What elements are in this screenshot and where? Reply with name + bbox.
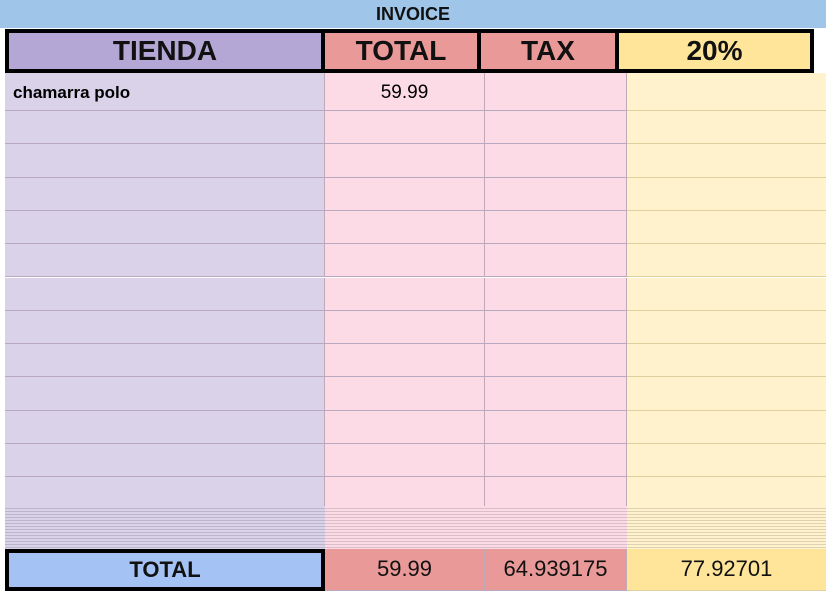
stripe-cell: [5, 506, 325, 549]
cell[interactable]: [5, 377, 325, 411]
cell[interactable]: [325, 377, 485, 411]
hidden-rows: [5, 506, 826, 549]
cell[interactable]: [5, 344, 325, 378]
totals-label[interactable]: TOTAL: [5, 549, 325, 591]
cell[interactable]: [325, 477, 485, 508]
table-row: [5, 410, 826, 444]
cell[interactable]: [5, 277, 325, 311]
table-row: [5, 377, 826, 411]
table-row: [5, 111, 826, 145]
table-row: [5, 177, 826, 211]
cell[interactable]: chamarra polo: [5, 73, 325, 111]
table-row: [5, 344, 826, 378]
cell[interactable]: [627, 344, 826, 378]
cell[interactable]: [325, 177, 485, 211]
cell[interactable]: [485, 444, 627, 478]
totals-row: TOTAL 59.99 64.939175 77.92701: [5, 549, 826, 591]
cell[interactable]: [325, 444, 485, 478]
header-tax[interactable]: TAX: [477, 29, 619, 73]
cell[interactable]: [485, 177, 627, 211]
table-row: chamarra polo 59.99: [5, 73, 826, 111]
cell[interactable]: [485, 410, 627, 444]
table-row: [5, 277, 826, 311]
cell[interactable]: [485, 344, 627, 378]
table-row: [5, 444, 826, 478]
cell[interactable]: [485, 477, 627, 508]
cell[interactable]: [485, 73, 627, 111]
cell[interactable]: [5, 310, 325, 345]
stripe-cell: [485, 506, 627, 549]
cell[interactable]: [485, 144, 627, 178]
cell[interactable]: [627, 244, 826, 278]
totals-total[interactable]: 59.99: [325, 549, 485, 591]
totals-tax[interactable]: 64.939175: [485, 549, 627, 591]
stripe-cell: [627, 506, 826, 549]
header-20-percent[interactable]: 20%: [615, 29, 814, 73]
cell[interactable]: [627, 310, 826, 345]
cell[interactable]: [627, 144, 826, 178]
cell[interactable]: [325, 410, 485, 444]
cell[interactable]: [485, 310, 627, 345]
cell[interactable]: [627, 410, 826, 444]
cell[interactable]: [5, 244, 325, 278]
cell[interactable]: 59.99: [325, 73, 485, 111]
cell[interactable]: [485, 111, 627, 145]
cell[interactable]: [5, 444, 325, 478]
cell[interactable]: [325, 144, 485, 178]
cell[interactable]: [485, 210, 627, 245]
header-row: TIENDA TOTAL TAX 20%: [5, 29, 826, 73]
cell[interactable]: [627, 377, 826, 411]
cell[interactable]: [5, 111, 325, 145]
cell[interactable]: [627, 177, 826, 211]
cell[interactable]: [5, 177, 325, 211]
cell[interactable]: [325, 277, 485, 311]
cell[interactable]: [325, 210, 485, 245]
cell[interactable]: [485, 377, 627, 411]
cell[interactable]: [627, 477, 826, 508]
header-total[interactable]: TOTAL: [321, 29, 481, 73]
table-row: [5, 210, 826, 245]
cell[interactable]: [5, 410, 325, 444]
cell[interactable]: [627, 277, 826, 311]
cell[interactable]: [5, 144, 325, 178]
cell[interactable]: [485, 244, 627, 278]
cell[interactable]: [627, 73, 826, 111]
header-tienda[interactable]: TIENDA: [5, 29, 325, 73]
table-row: [5, 477, 826, 508]
cell[interactable]: [325, 310, 485, 345]
cell[interactable]: [627, 111, 826, 145]
table-row: [5, 244, 826, 278]
table-row: [5, 144, 826, 178]
table-row: [5, 310, 826, 345]
cell[interactable]: [627, 444, 826, 478]
sheet-title: INVOICE: [0, 0, 826, 28]
stripe-cell: [325, 506, 485, 549]
totals-20-percent[interactable]: 77.92701: [627, 549, 826, 591]
cell[interactable]: [627, 210, 826, 245]
cell[interactable]: [5, 477, 325, 508]
cell[interactable]: [325, 244, 485, 278]
cell[interactable]: [325, 111, 485, 145]
cell[interactable]: [5, 210, 325, 245]
cell[interactable]: [325, 344, 485, 378]
cell[interactable]: [485, 277, 627, 311]
